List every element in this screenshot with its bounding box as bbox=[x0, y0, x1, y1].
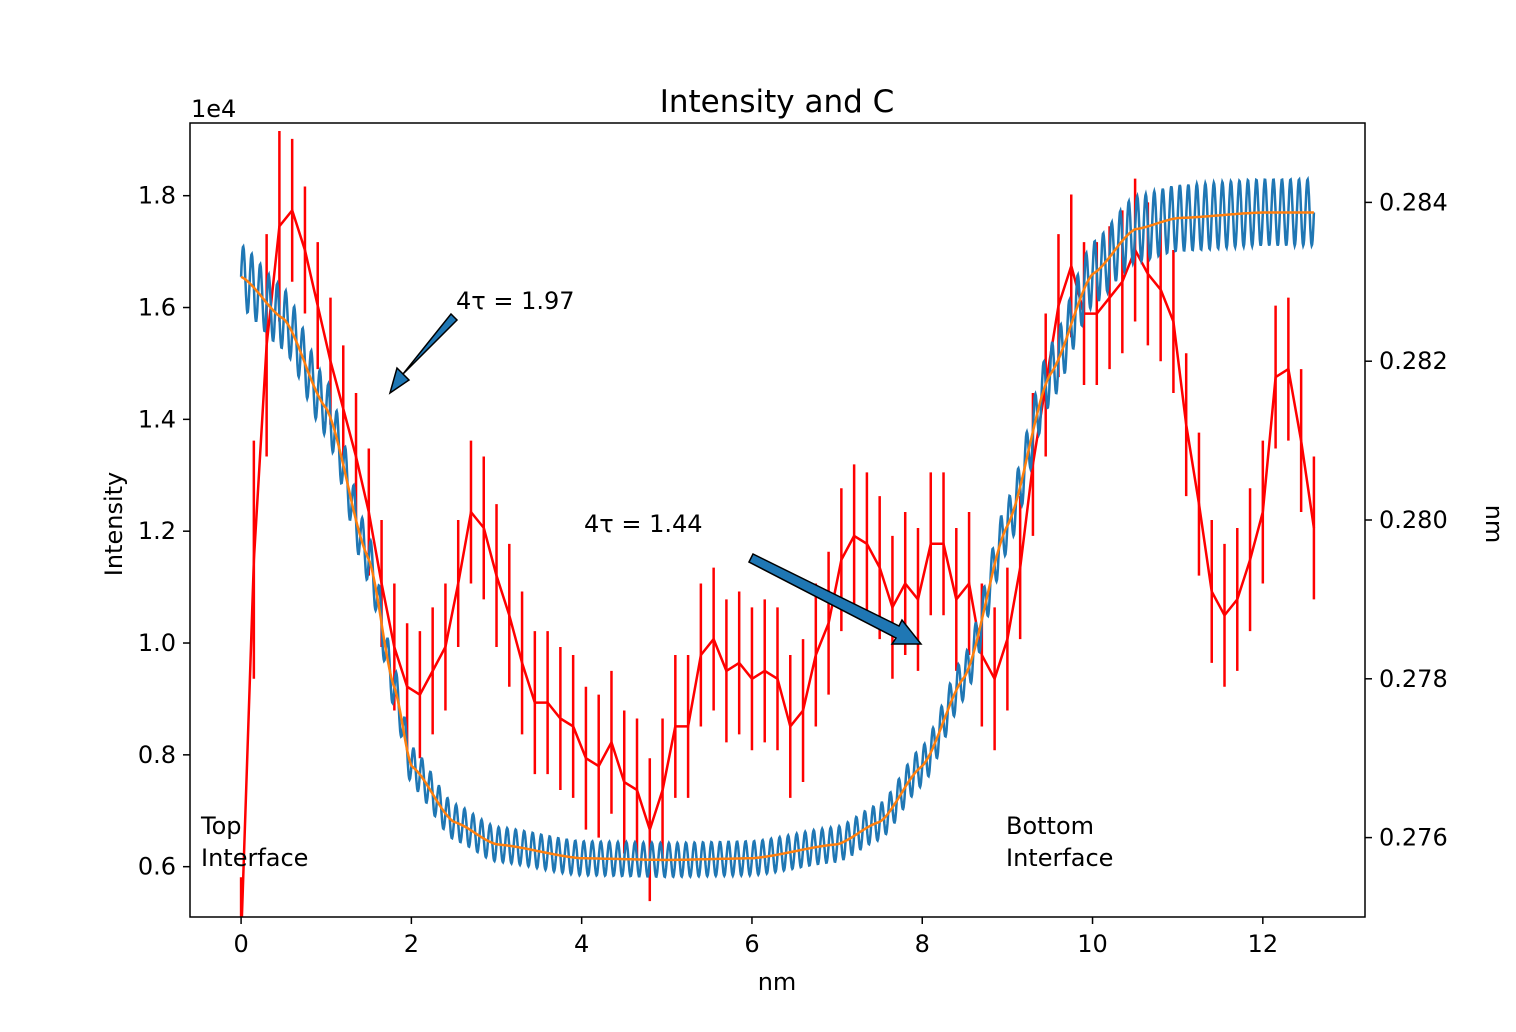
annotation-bottom-line2: Interface bbox=[1006, 844, 1113, 872]
x-tick-label: 4 bbox=[574, 930, 589, 958]
annotation-arrow-2 bbox=[747, 552, 923, 645]
x-axis-label: nm bbox=[758, 968, 797, 996]
y-tick-label-left: 1.8 bbox=[138, 182, 176, 210]
x-tick-label: 12 bbox=[1248, 930, 1279, 958]
y-tick-label-left: 0.6 bbox=[138, 853, 176, 881]
x-tick-label: 10 bbox=[1077, 930, 1108, 958]
annotation-bottom-line1: Bottom bbox=[1006, 812, 1094, 840]
y-tick-label-left: 1.4 bbox=[138, 405, 176, 433]
y-tick-label-right: 0.284 bbox=[1379, 188, 1448, 216]
x-tick-label: 2 bbox=[404, 930, 419, 958]
x-tick-label: 6 bbox=[744, 930, 759, 958]
x-tick-label: 8 bbox=[915, 930, 930, 958]
y-axis-right: 0.276 0.278 0.280 0.282 0.284 bbox=[1365, 188, 1448, 852]
x-axis: 0 2 4 6 8 10 12 bbox=[233, 917, 1278, 958]
intensity-fit-line bbox=[240, 211, 1314, 862]
offset-text: 1e4 bbox=[191, 95, 236, 123]
annotation-top-line1: Top bbox=[200, 812, 242, 840]
plot-area bbox=[239, 130, 1316, 917]
annotations: 4τ = 1.97 4τ = 1.44 Top Interface Bottom… bbox=[200, 287, 1113, 872]
y-tick-label-right: 0.278 bbox=[1379, 665, 1448, 693]
annotation-tau-1: 4τ = 1.97 bbox=[456, 287, 575, 315]
y-tick-label-left: 1.0 bbox=[138, 629, 176, 657]
annotation-arrow-1 bbox=[388, 312, 459, 395]
annotation-tau-2: 4τ = 1.44 bbox=[584, 510, 703, 538]
y-tick-label-right: 0.280 bbox=[1379, 506, 1448, 534]
y-axis-label-left: Intensity bbox=[100, 472, 128, 576]
y-axis-left: 0.6 0.8 1.0 1.2 1.4 1.6 1.8 bbox=[138, 182, 190, 881]
chart-title: Intensity and C bbox=[660, 84, 895, 120]
y-tick-label-left: 1.2 bbox=[138, 517, 176, 545]
annotation-top-line2: Interface bbox=[201, 844, 308, 872]
y-tick-label-right: 0.276 bbox=[1379, 824, 1448, 852]
y-tick-label-left: 1.6 bbox=[138, 294, 176, 322]
y-tick-label-left: 0.8 bbox=[138, 741, 176, 769]
y-tick-label-right: 0.282 bbox=[1379, 347, 1448, 375]
y-axis-label-right: nm bbox=[1480, 505, 1508, 544]
intensity-layer bbox=[239, 175, 1316, 880]
x-tick-label: 0 bbox=[233, 930, 248, 958]
